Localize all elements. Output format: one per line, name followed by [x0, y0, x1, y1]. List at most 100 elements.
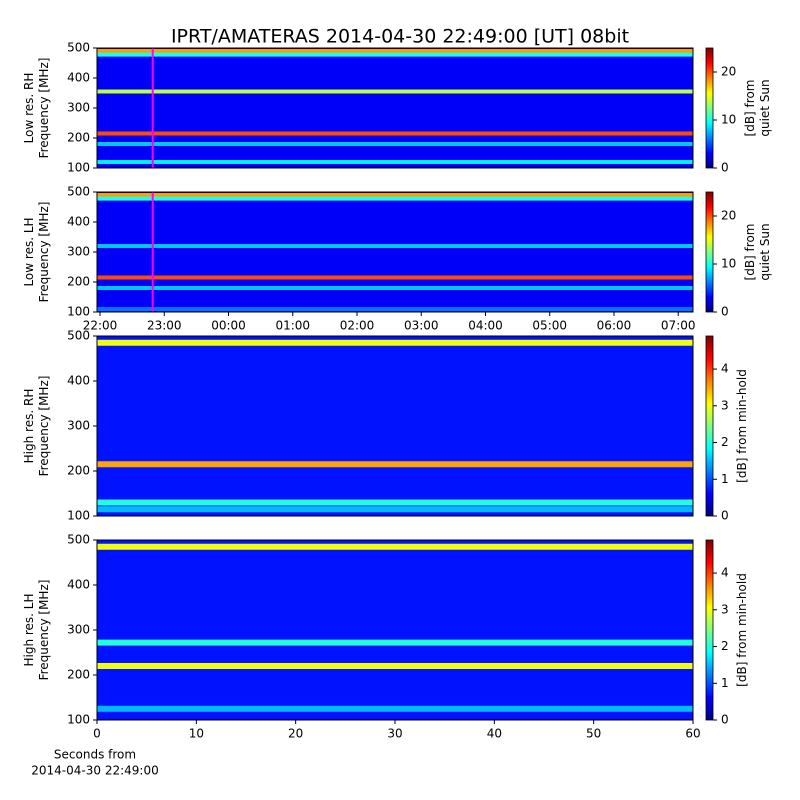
- y-tick-label: 200: [67, 275, 90, 289]
- y-tick-label: 500: [67, 533, 90, 547]
- colorbar-label-line: [dB] from min-hold: [735, 369, 749, 483]
- spectral-band: [97, 339, 693, 346]
- spectral-band: [97, 705, 693, 712]
- y-tick-label: 300: [67, 419, 90, 433]
- colorbar-tick-label: 0: [721, 305, 729, 319]
- colorbar-tick-label: 0: [721, 509, 729, 523]
- x-tick-label: 22:00: [83, 319, 118, 333]
- x-tick-label: 30: [387, 727, 402, 741]
- y-tick-label: 100: [67, 305, 90, 319]
- y-axis-label: High res. RHFrequency [MHz]: [22, 376, 51, 477]
- colorbar: [705, 539, 714, 721]
- x-tick-label: 00:00: [211, 319, 246, 333]
- colorbar-tick-label: 10: [721, 257, 736, 271]
- spectral-band: [97, 307, 693, 311]
- x-tick-label: 07:00: [661, 319, 696, 333]
- colorbar-tick-label: 3: [721, 398, 729, 412]
- y-axis-label-line: Low res. RH: [22, 73, 36, 144]
- x-tick-label: 0: [93, 727, 101, 741]
- spectral-band: [97, 131, 693, 136]
- spectral-band: [97, 506, 693, 513]
- spectral-band: [97, 52, 693, 57]
- x-tick-label: 20: [288, 727, 303, 741]
- x-tick-label: 02:00: [340, 319, 375, 333]
- colorbar-label-line: [dB] from min-hold: [735, 573, 749, 687]
- x-tick-label: 06:00: [597, 319, 632, 333]
- colorbar-label-line: [dB] from: [743, 224, 757, 281]
- y-axis-label-line: Frequency [MHz]: [37, 202, 51, 303]
- y-axis-label: Low res. LHFrequency [MHz]: [22, 202, 51, 303]
- heatmap-background: [97, 192, 693, 312]
- colorbar-label: [dB] fromquiet Sun: [743, 223, 772, 280]
- colorbar-label-line: quiet Sun: [758, 223, 772, 280]
- colorbar: [705, 335, 714, 517]
- heatmap-background: [97, 540, 693, 720]
- colorbar-label-line: [dB] from: [743, 80, 757, 137]
- heatmap-background: [97, 48, 693, 168]
- y-axis-label-line: Frequency [MHz]: [37, 376, 51, 477]
- colorbar-tick-label: 4: [721, 566, 729, 580]
- y-tick-label: 300: [67, 101, 90, 115]
- x-tick-label: 04:00: [468, 319, 503, 333]
- spectral-band: [97, 142, 693, 146]
- x-tick-label: 05:00: [532, 319, 567, 333]
- colorbar-tick-label: 2: [721, 435, 729, 449]
- y-tick-label: 400: [67, 578, 90, 592]
- y-axis-label-line: Low res. LH: [22, 217, 36, 286]
- spectral-band: [97, 543, 693, 550]
- spectral-band: [97, 499, 693, 506]
- spectral-band: [97, 49, 693, 53]
- x-axis-label: Seconds from: [54, 748, 136, 762]
- spectral-band: [97, 461, 693, 468]
- y-tick-label: 500: [67, 41, 90, 55]
- spectral-band: [97, 196, 693, 201]
- x-tick-label: 10: [189, 727, 204, 741]
- colorbar-tick-label: 20: [721, 65, 736, 79]
- colorbar-tick-label: 3: [721, 602, 729, 616]
- colorbar-tick-label: 4: [721, 362, 729, 376]
- y-tick-label: 300: [67, 623, 90, 637]
- x-tick-label: 03:00: [404, 319, 439, 333]
- chart-title: IPRT/AMATERAS 2014-04-30 22:49:00 [UT] 0…: [171, 26, 629, 48]
- y-axis-label: Low res. RHFrequency [MHz]: [22, 58, 51, 159]
- y-tick-label: 300: [67, 245, 90, 259]
- heatmap-background: [97, 336, 693, 516]
- spectral-band: [97, 663, 693, 669]
- y-tick-label: 200: [67, 668, 90, 682]
- colorbar-tick-label: 1: [721, 472, 729, 486]
- spectral-band: [97, 89, 693, 94]
- colorbar-tick-label: 0: [721, 713, 729, 727]
- y-tick-label: 200: [67, 464, 90, 478]
- y-tick-label: 400: [67, 71, 90, 85]
- colorbar-tick-label: 20: [721, 209, 736, 223]
- y-axis-label-line: High res. RH: [22, 389, 36, 464]
- spectral-band: [97, 193, 693, 197]
- y-tick-label: 500: [67, 329, 90, 343]
- x-tick-label: 60: [685, 727, 700, 741]
- x-tick-label: 50: [586, 727, 601, 741]
- y-tick-label: 400: [67, 374, 90, 388]
- colorbar-tick-label: 2: [721, 639, 729, 653]
- y-axis-label: High res. LHFrequency [MHz]: [22, 580, 51, 681]
- spectral-band: [97, 639, 693, 646]
- y-axis-label-line: Frequency [MHz]: [37, 58, 51, 159]
- colorbar-label-line: quiet Sun: [758, 79, 772, 136]
- y-tick-label: 500: [67, 185, 90, 199]
- y-tick-label: 100: [67, 713, 90, 727]
- colorbar-label: [dB] fromquiet Sun: [743, 79, 772, 136]
- y-tick-label: 400: [67, 215, 90, 229]
- y-tick-label: 100: [67, 161, 90, 175]
- x-tick-label: 01:00: [275, 319, 310, 333]
- colorbar: [705, 191, 714, 313]
- y-axis-label-line: High res. LH: [22, 593, 36, 666]
- y-tick-label: 100: [67, 509, 90, 523]
- colorbar-tick-label: 1: [721, 676, 729, 690]
- x-tick-label: 23:00: [147, 319, 182, 333]
- colorbar-tick-label: 10: [721, 113, 736, 127]
- y-axis-label-line: Frequency [MHz]: [37, 580, 51, 681]
- spectral-band: [97, 160, 693, 164]
- spectral-band: [97, 244, 693, 248]
- spectral-band: [97, 275, 693, 280]
- colorbar-label: [dB] from min-hold: [735, 369, 749, 483]
